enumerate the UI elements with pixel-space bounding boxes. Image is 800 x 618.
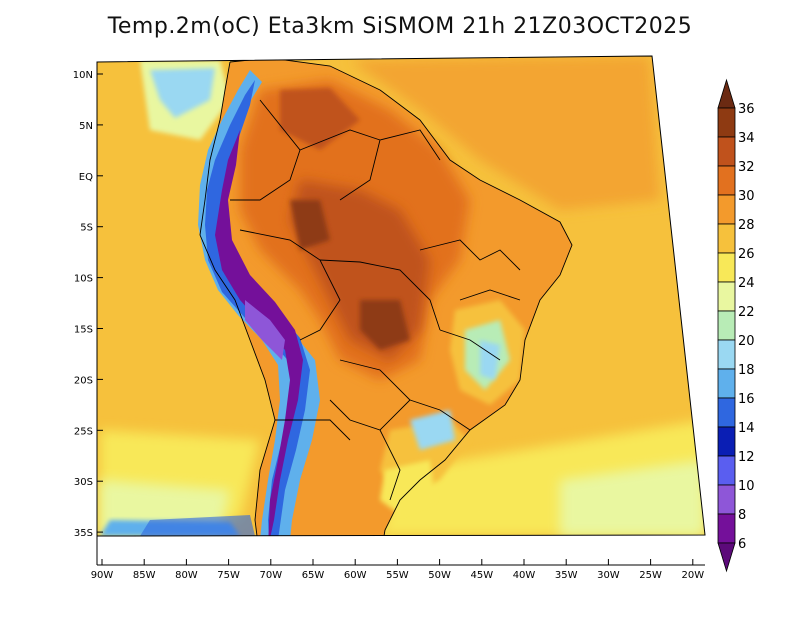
colorbar-swatch <box>717 223 736 254</box>
colorbar-label: 26 <box>738 247 755 262</box>
colorbar-label: 18 <box>738 363 755 378</box>
page-title: Temp.2m(oC) Eta3km SiSMOM 21h 21Z03OCT20… <box>107 14 693 39</box>
colorbar-swatch <box>717 426 736 457</box>
lat-label: 35S <box>74 528 93 539</box>
colorbar-label: 12 <box>738 450 755 465</box>
colorbar-label: 36 <box>738 102 755 117</box>
country-borders <box>199 57 573 536</box>
temperature-field <box>97 56 705 536</box>
lat-label: 5N <box>79 121 93 132</box>
lon-axis: 90W 85W 80W 75W 70W 65W 60W 55W 50W 45W 40W 35W 30W 2… <box>91 559 704 581</box>
colorbar-label: 14 <box>738 421 755 436</box>
lon-label: 25W <box>639 570 662 581</box>
colorbar-label: 28 <box>738 218 755 233</box>
colorbar-label: 16 <box>738 392 755 407</box>
lon-label: 85W <box>133 570 156 581</box>
lon-label: 30W <box>597 570 620 581</box>
lon-label: 50W <box>428 570 451 581</box>
colorbar-label: 24 <box>738 276 755 291</box>
colorbar-swatch <box>717 339 736 370</box>
lat-label: 25S <box>74 426 93 437</box>
colorbar-label: 8 <box>738 508 746 523</box>
colorbar-swatch <box>717 368 736 399</box>
lat-label: 10N <box>73 70 93 81</box>
lon-label: 75W <box>217 570 240 581</box>
colorbar-swatch <box>717 165 736 196</box>
colorbar-label: 10 <box>738 479 755 494</box>
colorbar-swatch <box>717 136 736 167</box>
colorbar-label: 34 <box>738 131 755 146</box>
lat-label: 10S <box>74 274 93 285</box>
lon-label: 35W <box>555 570 578 581</box>
colorbar-label: 30 <box>738 189 755 204</box>
colorbar-label: 6 <box>738 537 746 552</box>
colorbar-swatch <box>717 107 736 138</box>
colorbar-swatch <box>717 310 736 341</box>
colorbar-top-arrow <box>717 78 736 109</box>
colorbar-swatch <box>717 455 736 486</box>
colorbar-bottom-arrow <box>717 542 736 573</box>
lon-label: 55W <box>386 570 409 581</box>
lon-label: 20W <box>681 570 704 581</box>
lon-label: 90W <box>91 570 114 581</box>
colorbar-label: 22 <box>738 305 755 320</box>
lat-label: 15S <box>74 325 93 336</box>
lon-label: 65W <box>302 570 325 581</box>
colorbar-swatch <box>717 397 736 428</box>
lat-label: 30S <box>74 477 93 488</box>
lat-label: EQ <box>79 172 93 183</box>
lat-label: 5S <box>80 223 93 234</box>
lat-label: 20S <box>74 375 93 386</box>
lon-label: 60W <box>344 570 367 581</box>
colorbar-label: 32 <box>738 160 755 175</box>
colorbar-swatch <box>717 484 736 515</box>
colorbar: 36 34 32 30 28 26 24 22 20 18 16 14 12 10 8 6 <box>717 78 755 573</box>
lat-axis: 10N 5N EQ 5S 10S 15S 20S 25S 30S 35S <box>73 70 103 539</box>
colorbar-swatch <box>717 252 736 283</box>
colorbar-swatch <box>717 281 736 312</box>
lon-label: 80W <box>175 570 198 581</box>
colorbar-label: 20 <box>738 334 755 349</box>
lon-label: 45W <box>470 570 493 581</box>
colorbar-swatch <box>717 194 736 225</box>
lon-label: 40W <box>513 570 536 581</box>
lon-label: 70W <box>259 570 282 581</box>
colorbar-swatch <box>717 513 736 544</box>
